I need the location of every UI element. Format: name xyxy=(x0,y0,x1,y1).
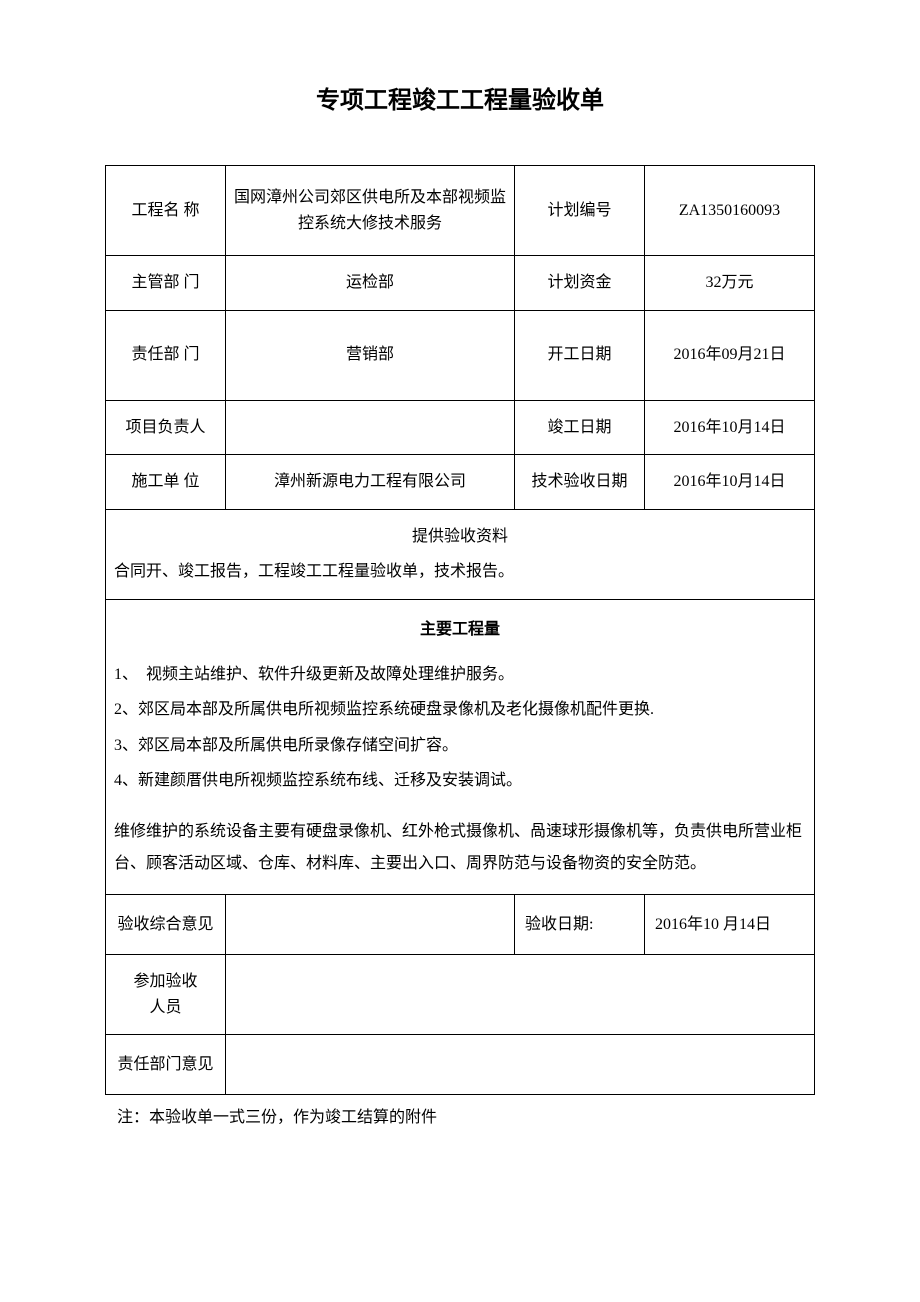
opinion-value xyxy=(226,894,515,954)
pm-label: 项目负责人 xyxy=(106,400,226,455)
work-section: 主要工程量 1、 视频主站维护、软件升级更新及故障处理维护服务。 2、郊区局本部… xyxy=(106,599,815,809)
project-name-value: 国网漳州公司郊区供电所及本部视频监控系统大修技术服务 xyxy=(226,166,515,256)
start-date-label: 开工日期 xyxy=(515,310,645,400)
work-item-2: 2、郊区局本部及所属供电所视频监控系统硬盘录像机及老化摄像机配件更换. xyxy=(114,692,806,727)
footer-note: 注：本验收单一式三份，作为竣工结算的附件 xyxy=(105,1095,815,1135)
contractor-value: 漳州新源电力工程有限公司 xyxy=(226,455,515,510)
resp-dept-label: 责任部 门 xyxy=(106,310,226,400)
work-item-1: 1、 视频主站维护、软件升级更新及故障处理维护服务。 xyxy=(114,657,806,692)
pm-value xyxy=(226,400,515,455)
end-date-value: 2016年10月14日 xyxy=(645,400,815,455)
acceptance-form-table: 工程名 称 国网漳州公司郊区供电所及本部视频监控系统大修技术服务 计划编号 ZA… xyxy=(105,165,815,1095)
work-item-4: 4、新建颜厝供电所视频监控系统布线、迁移及安装调试。 xyxy=(114,763,806,798)
participants-label: 参加验收 人员 xyxy=(106,954,226,1034)
work-item-3: 3、郊区局本部及所属供电所录像存储空间扩容。 xyxy=(114,728,806,763)
tech-accept-value: 2016年10月14日 xyxy=(645,455,815,510)
participants-label-line2: 人员 xyxy=(114,995,217,1021)
contractor-label: 施工单 位 xyxy=(106,455,226,510)
resp-dept-value: 营销部 xyxy=(226,310,515,400)
resp-opinion-label: 责任部门意见 xyxy=(106,1035,226,1095)
participants-label-line1: 参加验收 xyxy=(114,969,217,995)
tech-accept-label: 技术验收日期 xyxy=(515,455,645,510)
admin-dept-label: 主管部 门 xyxy=(106,256,226,311)
plan-no-value: ZA1350160093 xyxy=(645,166,815,256)
opinion-label: 验收综合意见 xyxy=(106,894,226,954)
start-date-value: 2016年09月21日 xyxy=(645,310,815,400)
work-description: 维修维护的系统设备主要有硬盘录像机、红外枪式摄像机、咼速球形摄像机等，负责供电所… xyxy=(106,810,815,895)
materials-heading: 提供验收资料 xyxy=(106,509,815,553)
plan-no-label: 计划编号 xyxy=(515,166,645,256)
materials-content: 合同开、竣工报告，工程竣工工程量验收单，技术报告。 xyxy=(106,553,815,599)
project-name-label: 工程名 称 xyxy=(106,166,226,256)
work-heading: 主要工程量 xyxy=(114,612,806,657)
plan-fund-label: 计划资金 xyxy=(515,256,645,311)
end-date-label: 竣工日期 xyxy=(515,400,645,455)
admin-dept-value: 运检部 xyxy=(226,256,515,311)
accept-date-value: 2016年10 月14日 xyxy=(645,894,815,954)
plan-fund-value: 32万元 xyxy=(645,256,815,311)
page-title: 专项工程竣工工程量验收单 xyxy=(105,80,815,115)
resp-opinion-value xyxy=(226,1035,815,1095)
participants-value xyxy=(226,954,815,1034)
accept-date-label: 验收日期: xyxy=(515,894,645,954)
